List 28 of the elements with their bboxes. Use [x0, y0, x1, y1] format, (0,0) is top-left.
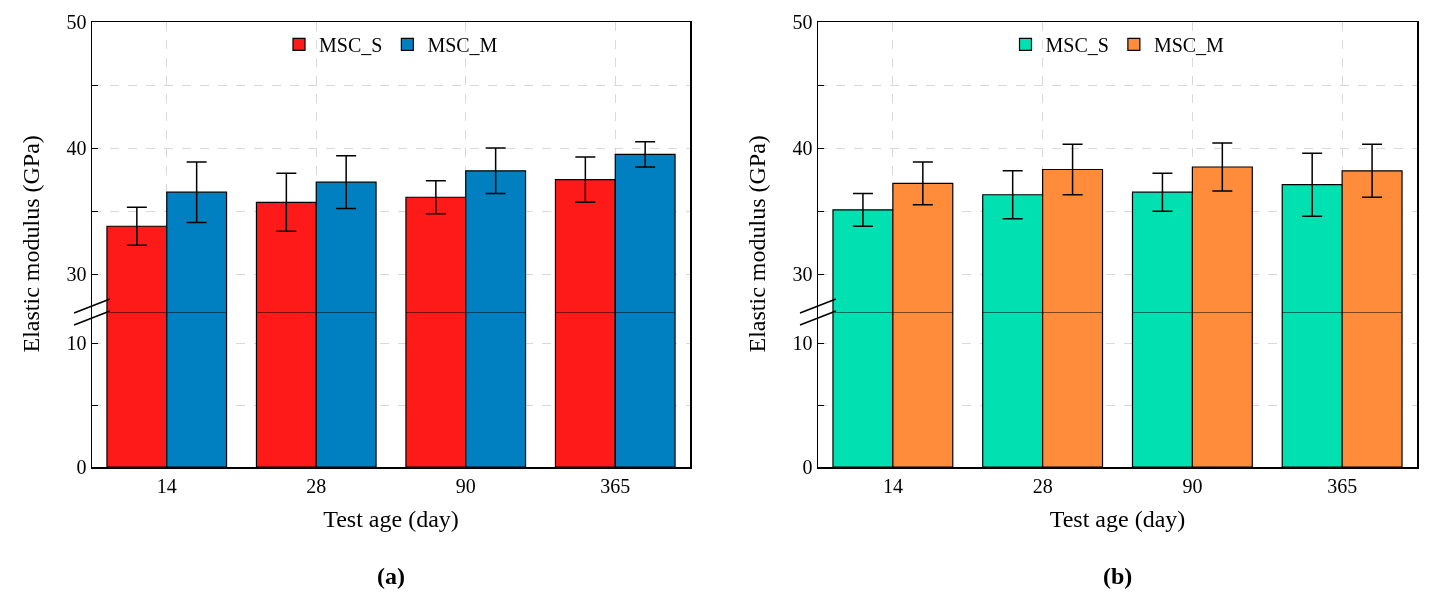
x-tick-label: 365	[1327, 474, 1358, 497]
x-tick-label: 28	[306, 474, 327, 497]
y-tick-label: 30	[66, 263, 87, 286]
y-tick-label: 50	[66, 11, 87, 33]
x-tick-label: 14	[156, 474, 177, 497]
y-axis-title: Elastic modulus (GPa)	[17, 135, 44, 353]
y-tick-label: 0	[802, 456, 813, 478]
legend-label: MSC_S	[319, 34, 383, 57]
y-tick-label: 40	[66, 137, 87, 160]
x-axis-title: Test age (day)	[1049, 505, 1186, 532]
y-tick-label: 30	[792, 263, 813, 286]
legend-label: MSC_S	[1045, 34, 1109, 57]
y-axis-title: Elastic modulus (GPa)	[743, 135, 770, 353]
x-axis-title: Test age (day)	[323, 505, 459, 532]
x-tick-label: 90	[455, 474, 476, 497]
x-tick-label: 14	[882, 474, 903, 497]
x-tick-label: 28	[1032, 474, 1053, 497]
y-tick-label: 40	[792, 137, 813, 160]
legend-label: MSC_M	[427, 34, 498, 57]
y-tick-label: 10	[792, 332, 813, 354]
y-tick-label: 10	[66, 332, 87, 354]
legend-label: MSC_M	[1153, 34, 1225, 57]
x-tick-label: 90	[1182, 474, 1203, 497]
y-tick-label: 0	[76, 456, 87, 478]
text: (a)	[377, 563, 405, 589]
x-tick-label: 365	[600, 474, 631, 497]
text: (b)	[1103, 563, 1133, 589]
y-tick-label: 50	[792, 11, 813, 33]
